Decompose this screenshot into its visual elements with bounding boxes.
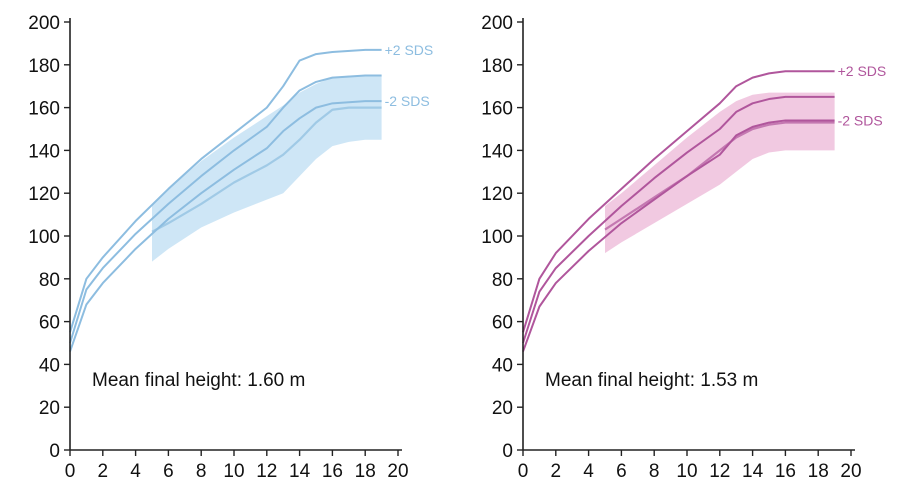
x-tick-label: 10 [676, 461, 697, 482]
median-reference-line [522, 95, 835, 344]
plus-2-sds-label: +2 SDS [385, 42, 434, 58]
x-tick-label: 8 [649, 461, 660, 482]
mean-final-height-annotation: Mean final height: 1.60 m [92, 370, 305, 391]
x-tick-label: 2 [98, 461, 109, 482]
x-tick-label: 16 [322, 461, 343, 482]
y-tick-label: 60 [492, 313, 513, 334]
y-tick-label: 160 [28, 99, 60, 120]
x-tick-label: 6 [616, 461, 627, 482]
y-tick-label: 0 [502, 441, 513, 462]
y-tick-label: 40 [39, 355, 60, 376]
plus-2-sds-line [69, 48, 382, 333]
median-reference-line [69, 74, 382, 344]
x-tick-label: 18 [808, 461, 829, 482]
x-tick-label: 0 [518, 461, 529, 482]
y-tick-label: 180 [28, 56, 60, 77]
y-tick-label: 120 [481, 184, 513, 205]
x-tick-label: 0 [65, 461, 76, 482]
mean-line [604, 121, 835, 231]
y-tick-label: 20 [492, 398, 513, 419]
x-tick-label: 10 [223, 461, 244, 482]
minus-2-sds-line [522, 119, 835, 352]
x-tick-label: 20 [387, 461, 408, 482]
y-tick-label: 140 [28, 141, 60, 162]
y-tick-label: 20 [39, 398, 60, 419]
chart-panel-left: +2 SDS -2 SDS 0 20 40 60 80 100 120 140 160 180 200 0… [28, 13, 433, 482]
y-tick-label: 200 [28, 13, 60, 34]
plus-2-sds-label: +2 SDS [838, 63, 887, 79]
x-tick-label: 2 [551, 461, 562, 482]
y-tick-label: 100 [481, 227, 513, 248]
x-tick-label: 12 [709, 461, 730, 482]
chart-panel-right: +2 SDS -2 SDS 0 20 40 60 80 100 120 140 160 180 200 0… [481, 13, 886, 482]
x-tick-label: 4 [130, 461, 141, 482]
x-tick-label: 12 [256, 461, 277, 482]
x-tick-label: 8 [196, 461, 207, 482]
x-tick-label: 14 [742, 461, 764, 482]
x-tick-label: 20 [840, 461, 861, 482]
y-tick-label: 100 [28, 227, 60, 248]
y-tick-label: 200 [481, 13, 513, 34]
y-tick-label: 60 [39, 313, 60, 334]
mean-line [151, 106, 382, 233]
x-tick-label: 6 [163, 461, 174, 482]
data-range-band [152, 75, 382, 262]
x-tick-label: 16 [775, 461, 796, 482]
y-tick-label: 80 [39, 270, 60, 291]
minus-2-sds-line [69, 100, 382, 352]
y-tick-label: 0 [49, 441, 60, 462]
y-tick-label: 120 [28, 184, 60, 205]
minus-2-sds-label: -2 SDS [838, 112, 883, 128]
y-tick-label: 140 [481, 141, 513, 162]
mean-final-height-annotation: Mean final height: 1.53 m [545, 370, 758, 391]
minus-2-sds-label: -2 SDS [385, 93, 430, 109]
plus-2-sds-line [522, 70, 835, 333]
y-tick-label: 80 [492, 270, 513, 291]
y-tick-label: 160 [481, 99, 513, 120]
y-tick-label: 180 [481, 56, 513, 77]
x-tick-label: 4 [583, 461, 594, 482]
y-tick-label: 40 [492, 355, 513, 376]
x-tick-label: 18 [355, 461, 376, 482]
x-tick-label: 14 [289, 461, 311, 482]
data-range-band [605, 92, 835, 254]
